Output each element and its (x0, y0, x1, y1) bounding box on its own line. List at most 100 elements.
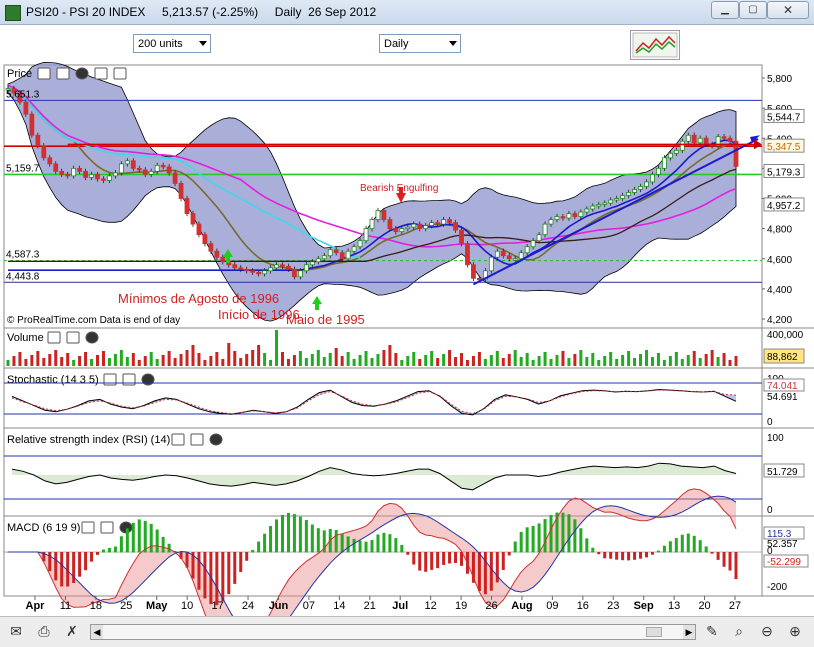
candle-body (518, 252, 524, 260)
volume-bar (263, 353, 267, 366)
macd-histogram-bar (370, 539, 374, 553)
close-button[interactable]: ✕ (767, 1, 809, 19)
macd-histogram-bar (388, 534, 392, 553)
macd-histogram-bar (322, 530, 326, 553)
window-title: PSI20 - PSI 20 INDEX 5,213.57 (-2.25%) D… (26, 5, 377, 19)
macd-histogram-bar (716, 552, 720, 560)
minimize-button[interactable]: ▁ (711, 1, 739, 19)
candle-body (721, 136, 727, 139)
volume-bar (107, 358, 111, 366)
candle-body (17, 92, 23, 103)
candle-body (172, 172, 178, 184)
macd-histogram-bar (615, 552, 619, 560)
candle-body (286, 265, 291, 270)
macd-histogram-bar (286, 512, 290, 553)
candle-body (130, 160, 136, 169)
volume-bar (633, 358, 637, 366)
copyright-footer: © ProRealTime.com Data is end of day (7, 315, 180, 326)
stoch-fill (12, 389, 736, 415)
candle-body (95, 173, 100, 180)
candle-body (357, 240, 363, 248)
candle-body (208, 243, 214, 252)
volume-bar (477, 352, 481, 366)
volume-bar (734, 356, 738, 366)
macd-histogram-bar (269, 526, 273, 553)
volume-bar (388, 345, 392, 366)
volume-bar (394, 353, 398, 366)
macd-tick-label: 0 (767, 546, 773, 557)
macd-histogram-bar (227, 552, 231, 595)
volume-bar (680, 359, 684, 366)
volume-bar (686, 355, 690, 366)
volume-bar (340, 356, 344, 366)
macd-histogram-bar (167, 543, 171, 553)
candle-body (667, 152, 673, 159)
volume-bar (54, 350, 58, 366)
volume-bar (716, 357, 720, 366)
scroll-left-icon[interactable]: ◀ (91, 625, 103, 639)
macd-histogram-bar (197, 552, 201, 590)
print-icon[interactable]: ⎙ (38, 623, 50, 639)
candle-body (178, 183, 184, 199)
candle-body (41, 145, 47, 159)
candle-body (363, 228, 369, 242)
macd-histogram-bar (597, 552, 601, 555)
macd-histogram-bar (280, 514, 284, 553)
x-tick-label: 23 (607, 600, 619, 612)
volume-bar (197, 353, 201, 366)
volume-bar (239, 358, 243, 366)
volume-bar (6, 360, 10, 366)
volume-bar (597, 360, 601, 366)
scroll-thumb[interactable] (646, 627, 662, 637)
candle-body (327, 249, 333, 257)
volume-bar (495, 351, 499, 366)
sma-fast-line (8, 139, 737, 271)
macd-value-2: 52.357 (767, 539, 798, 550)
draw-tools-icon[interactable]: ✎ (706, 623, 718, 639)
volume-bar (322, 357, 326, 366)
macd-histogram-bar (454, 552, 458, 563)
volume-bar (96, 355, 100, 366)
support-arrow-icon (223, 249, 233, 257)
macd-histogram-bar (477, 552, 481, 592)
sma-medium-line (7, 87, 737, 271)
macd-histogram-bar (257, 541, 261, 553)
volume-bar (328, 353, 332, 366)
annotation-bearish-engulfing: Bearish Engulfing (360, 183, 438, 194)
email-icon[interactable]: ✉ (10, 623, 22, 639)
volume-bar (269, 360, 273, 366)
candle-body (280, 264, 285, 267)
volume-bar (203, 360, 207, 366)
price-tick-label: 4,200 (767, 315, 792, 326)
level-label: 5,651.3 (6, 89, 40, 100)
chart-style-icon[interactable] (630, 30, 680, 60)
zoom-out-icon[interactable]: ⊖ (761, 623, 773, 639)
volume-bar (286, 359, 290, 366)
x-tick-label: 16 (577, 600, 589, 612)
maximize-button[interactable]: ▢ (739, 1, 767, 19)
zoom-in-icon[interactable]: ⊕ (789, 623, 801, 639)
candle-body (11, 88, 17, 94)
rsi-line (11, 462, 737, 491)
candle-body (345, 250, 351, 260)
candle-body (29, 113, 35, 136)
macd-histogram-bar (519, 531, 523, 553)
macd-histogram-bar (448, 552, 452, 564)
x-tick-label: 19 (455, 600, 467, 612)
zoom-area-icon[interactable]: ⌕ (735, 623, 743, 639)
units-select[interactable]: 200 units (133, 34, 211, 53)
delete-icon[interactable]: ✗ (66, 623, 78, 639)
candle-body (250, 270, 256, 273)
period-select[interactable]: Daily (379, 34, 461, 53)
volume-bar (304, 358, 308, 366)
volume-bar (233, 351, 237, 366)
candle-body (691, 134, 697, 144)
macd-histogram-bar (48, 552, 52, 572)
macd-histogram-bar (245, 552, 249, 561)
macd-histogram-bar (674, 538, 678, 553)
horizontal-scrollbar[interactable]: ◀ ▶ (90, 624, 696, 640)
candle-body (471, 264, 476, 279)
macd-signal-line (8, 495, 737, 643)
scroll-right-icon[interactable]: ▶ (683, 625, 695, 639)
candle-body (644, 181, 649, 187)
